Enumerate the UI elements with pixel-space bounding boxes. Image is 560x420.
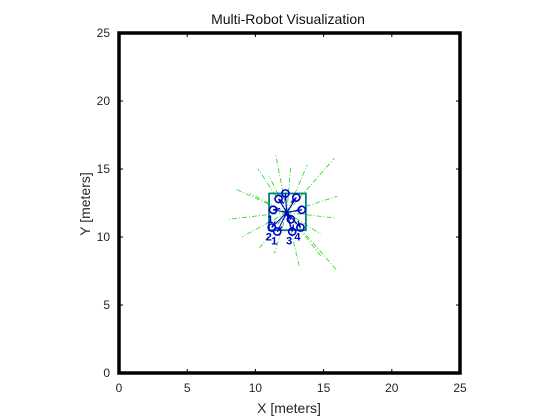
sensor-ray <box>286 212 322 257</box>
robot-label: 3 <box>286 236 292 248</box>
robot-heading <box>290 197 297 204</box>
robot-heading <box>297 220 302 228</box>
robot-heading <box>276 226 283 233</box>
robot-heading <box>294 209 302 212</box>
y-tick-label: 15 <box>97 162 111 176</box>
y-tick-label: 25 <box>97 26 111 40</box>
sensor-ray <box>228 212 287 220</box>
robot-heading <box>278 198 285 204</box>
y-tick-label: 20 <box>97 94 111 108</box>
y-tick-label: 0 <box>103 366 110 380</box>
x-tick-label: 5 <box>184 381 191 395</box>
sensor-ray <box>286 212 335 219</box>
sensor-ray <box>241 212 287 238</box>
x-axis-label: X [meters] <box>257 400 321 416</box>
sensor-ray <box>236 188 287 213</box>
chart-title: Multi-Robot Visualization <box>211 11 365 27</box>
robot-link <box>278 198 288 213</box>
formation-outline <box>268 192 307 232</box>
y-tick-label: 5 <box>103 298 110 312</box>
y-axis-label: Y [meters] <box>77 172 93 236</box>
sensor-ray <box>286 212 322 235</box>
robot-heading <box>273 207 281 211</box>
robot-marker <box>274 194 283 204</box>
sensor-ray <box>286 164 308 213</box>
x-tick-label: 15 <box>317 381 331 395</box>
x-tick-label: 25 <box>453 381 467 395</box>
robot-heading <box>271 221 276 228</box>
robot-marker <box>286 214 296 224</box>
sensor-ray <box>286 195 338 213</box>
robot-marker <box>291 193 301 202</box>
x-tick-label: 0 <box>116 381 123 395</box>
robot-label: 2 <box>266 231 272 243</box>
robot-label: 1 <box>267 214 273 226</box>
sensor-ray <box>286 212 300 266</box>
robot-heading <box>285 213 292 220</box>
sensor-ray <box>257 168 288 213</box>
sensor-ray <box>286 157 335 213</box>
x-tick-label: 20 <box>385 381 399 395</box>
y-tick-label: 10 <box>97 230 111 244</box>
robot-link <box>273 209 287 214</box>
robot-label: 1 <box>271 236 277 248</box>
robot-heading <box>291 224 295 232</box>
robot-marker <box>267 223 277 232</box>
robot-label: 4 <box>294 231 301 243</box>
sensor-ray <box>286 166 292 213</box>
robot-marker <box>296 223 305 232</box>
axes-frame <box>117 31 462 375</box>
robot-marker <box>272 227 282 236</box>
x-tick-label: 10 <box>249 381 263 395</box>
formation-center-marker <box>284 210 289 215</box>
